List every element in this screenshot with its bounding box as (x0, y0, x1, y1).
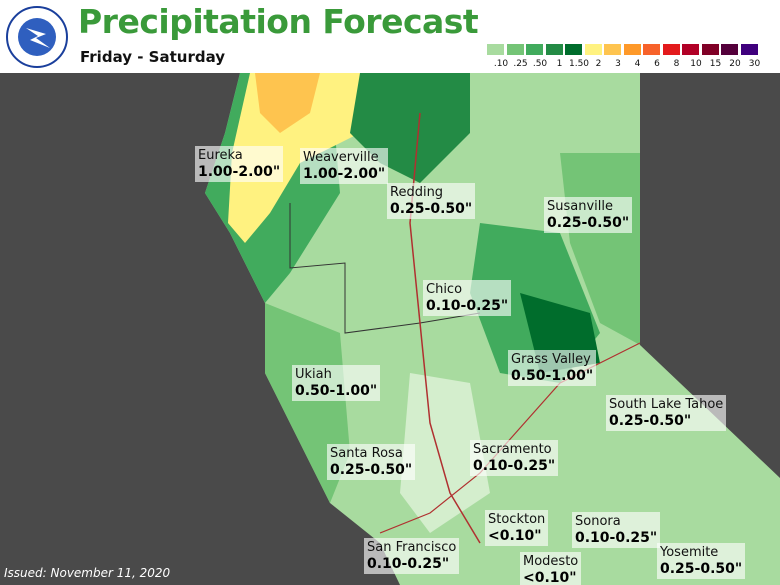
legend-swatch (526, 44, 543, 55)
city-name: Eureka (198, 148, 243, 163)
city-range: 0.10-0.25" (575, 530, 658, 546)
city-range: 0.10-0.25" (473, 458, 556, 474)
city-label: Sacramento 0.10-0.25" (470, 440, 559, 476)
city-name: Susanville (547, 199, 613, 214)
legend-swatch (623, 44, 641, 55)
city-range: 0.25-0.50" (390, 201, 473, 217)
city-label: Santa Rosa 0.25-0.50" (327, 444, 416, 480)
legend-label: 20 (729, 59, 741, 69)
city-range: <0.10" (523, 570, 577, 585)
city-range: <0.10" (488, 528, 542, 544)
legend-swatch (565, 44, 582, 55)
city-name: Grass Valley (511, 352, 591, 367)
legend-label: 4 (634, 59, 641, 69)
legend-swatch (584, 44, 602, 55)
city-range: 0.50-1.00" (511, 368, 594, 384)
legend-swatch (682, 44, 699, 55)
city-range: 0.25-0.50" (330, 462, 413, 478)
city-label: Modesto <0.10" (520, 552, 582, 585)
city-name: Ukiah (295, 367, 332, 382)
legend-label: .25 (513, 59, 528, 69)
legend: .10 .25 .50 1 1.50 2 3 4 6 8 10 15 20 30 (483, 44, 773, 74)
city-label: Sonora 0.10-0.25" (572, 512, 661, 548)
city-name: Santa Rosa (330, 446, 403, 461)
legend-label: 1 (556, 59, 563, 69)
legend-label: 10 (690, 59, 702, 69)
legend-swatch (604, 44, 621, 55)
region (400, 373, 490, 533)
city-name: Sacramento (473, 442, 552, 457)
issued: Issued: November 11, 2020 (4, 566, 171, 580)
city-name: Weaverville (303, 150, 379, 165)
city-name: Redding (390, 185, 444, 200)
city-label: Yosemite 0.25-0.50" (657, 543, 746, 579)
city-label: San Francisco 0.10-0.25" (364, 538, 460, 574)
city-label: Weaverville 1.00-2.00" (300, 148, 389, 184)
legend-label: 2 (595, 59, 602, 69)
logo (6, 6, 68, 68)
city-range: 1.00-2.00" (303, 166, 386, 182)
city-label: Grass Valley 0.50-1.00" (508, 350, 597, 386)
legend-swatch (506, 44, 524, 55)
legend-swatch (487, 44, 504, 55)
legend-swatch (643, 44, 660, 55)
legend-swatch (701, 44, 719, 55)
legend-swatch (545, 44, 563, 55)
city-name: South Lake Tahoe (609, 397, 724, 412)
region (228, 73, 360, 243)
county-line (289, 203, 481, 334)
legend-label: 8 (673, 59, 680, 69)
legend-label: 15 (709, 59, 722, 69)
city-label: Eureka 1.00-2.00" (195, 146, 284, 182)
city-label: Susanville 0.25-0.50" (544, 197, 633, 233)
title: Precipitation Forecast (78, 2, 479, 41)
city-name: Chico (426, 282, 463, 297)
city-label: Redding 0.25-0.50" (387, 183, 476, 219)
city-name: Yosemite (660, 545, 719, 560)
city-range: 0.10-0.25" (367, 556, 450, 572)
map (0, 73, 780, 585)
region (255, 73, 320, 133)
legend-swatch (740, 44, 758, 55)
logo-bolt (26, 28, 50, 48)
legend-swatch (662, 44, 680, 55)
subtitle: Friday - Saturday (80, 48, 226, 66)
city-range: 0.25-0.50" (547, 215, 630, 231)
city-name: Sonora (575, 514, 621, 529)
city-label: South Lake Tahoe 0.25-0.50" (606, 395, 727, 431)
city-range: 0.50-1.00" (295, 383, 378, 399)
legend-swatch (721, 44, 738, 55)
legend-label: 6 (654, 59, 660, 69)
city-label: Chico 0.10-0.25" (423, 280, 512, 316)
city-range: 0.10-0.25" (426, 298, 509, 314)
legend-label: 1.50 (568, 59, 590, 69)
city-range: 1.00-2.00" (198, 164, 281, 180)
legend-label: 3 (615, 59, 621, 69)
city-name: San Francisco (367, 540, 457, 555)
city-label: Ukiah 0.50-1.00" (292, 365, 381, 401)
legend-label: .50 (532, 59, 548, 69)
legend-label: .10 (493, 59, 509, 69)
legend-label: 30 (748, 59, 761, 69)
city-name: Stockton (488, 512, 546, 527)
city-label: Stockton <0.10" (485, 510, 549, 546)
city-name: Modesto (523, 554, 579, 569)
city-range: 0.25-0.50" (660, 561, 743, 577)
city-range: 0.25-0.50" (609, 413, 692, 429)
